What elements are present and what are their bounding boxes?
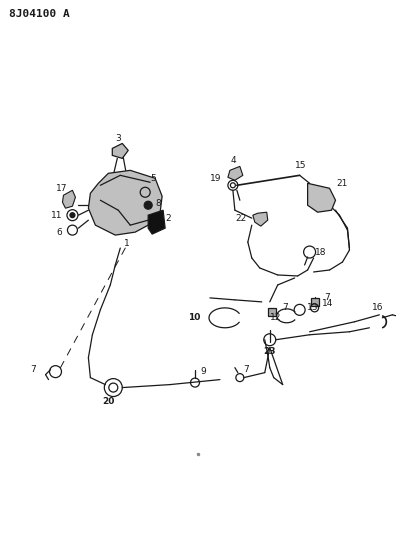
Text: 20: 20 [102, 397, 114, 406]
Text: 7: 7 [283, 303, 289, 312]
Text: 8: 8 [155, 199, 161, 208]
Polygon shape [89, 171, 162, 235]
Text: 15: 15 [295, 161, 306, 170]
Text: 8J04100 A: 8J04100 A [9, 9, 69, 19]
Text: 18: 18 [314, 247, 326, 256]
Text: 16: 16 [372, 303, 384, 312]
Polygon shape [308, 183, 335, 212]
Text: 2: 2 [165, 214, 171, 223]
Text: 7: 7 [31, 365, 37, 374]
Text: 10: 10 [188, 313, 200, 322]
Circle shape [70, 213, 75, 217]
Text: 13: 13 [306, 303, 318, 312]
Text: 9: 9 [200, 367, 206, 376]
Text: 23: 23 [264, 347, 276, 356]
Text: 11: 11 [51, 211, 62, 220]
Text: 21: 21 [337, 179, 348, 188]
Text: 5: 5 [150, 174, 156, 183]
Text: 14: 14 [322, 300, 333, 309]
Polygon shape [228, 166, 243, 180]
Text: 17: 17 [56, 184, 67, 193]
Text: 3: 3 [116, 134, 121, 143]
Polygon shape [112, 143, 128, 158]
Text: 22: 22 [235, 214, 247, 223]
Polygon shape [253, 212, 268, 226]
FancyBboxPatch shape [268, 308, 276, 316]
Text: 7: 7 [243, 365, 249, 374]
Polygon shape [62, 190, 75, 208]
Text: 1: 1 [124, 239, 130, 248]
Circle shape [144, 201, 152, 209]
FancyBboxPatch shape [310, 298, 318, 306]
Text: 4: 4 [230, 156, 236, 165]
Text: 6: 6 [57, 228, 62, 237]
Text: 7: 7 [325, 293, 330, 302]
Polygon shape [148, 210, 165, 234]
Text: 12: 12 [270, 313, 282, 322]
Text: 19: 19 [210, 174, 222, 183]
